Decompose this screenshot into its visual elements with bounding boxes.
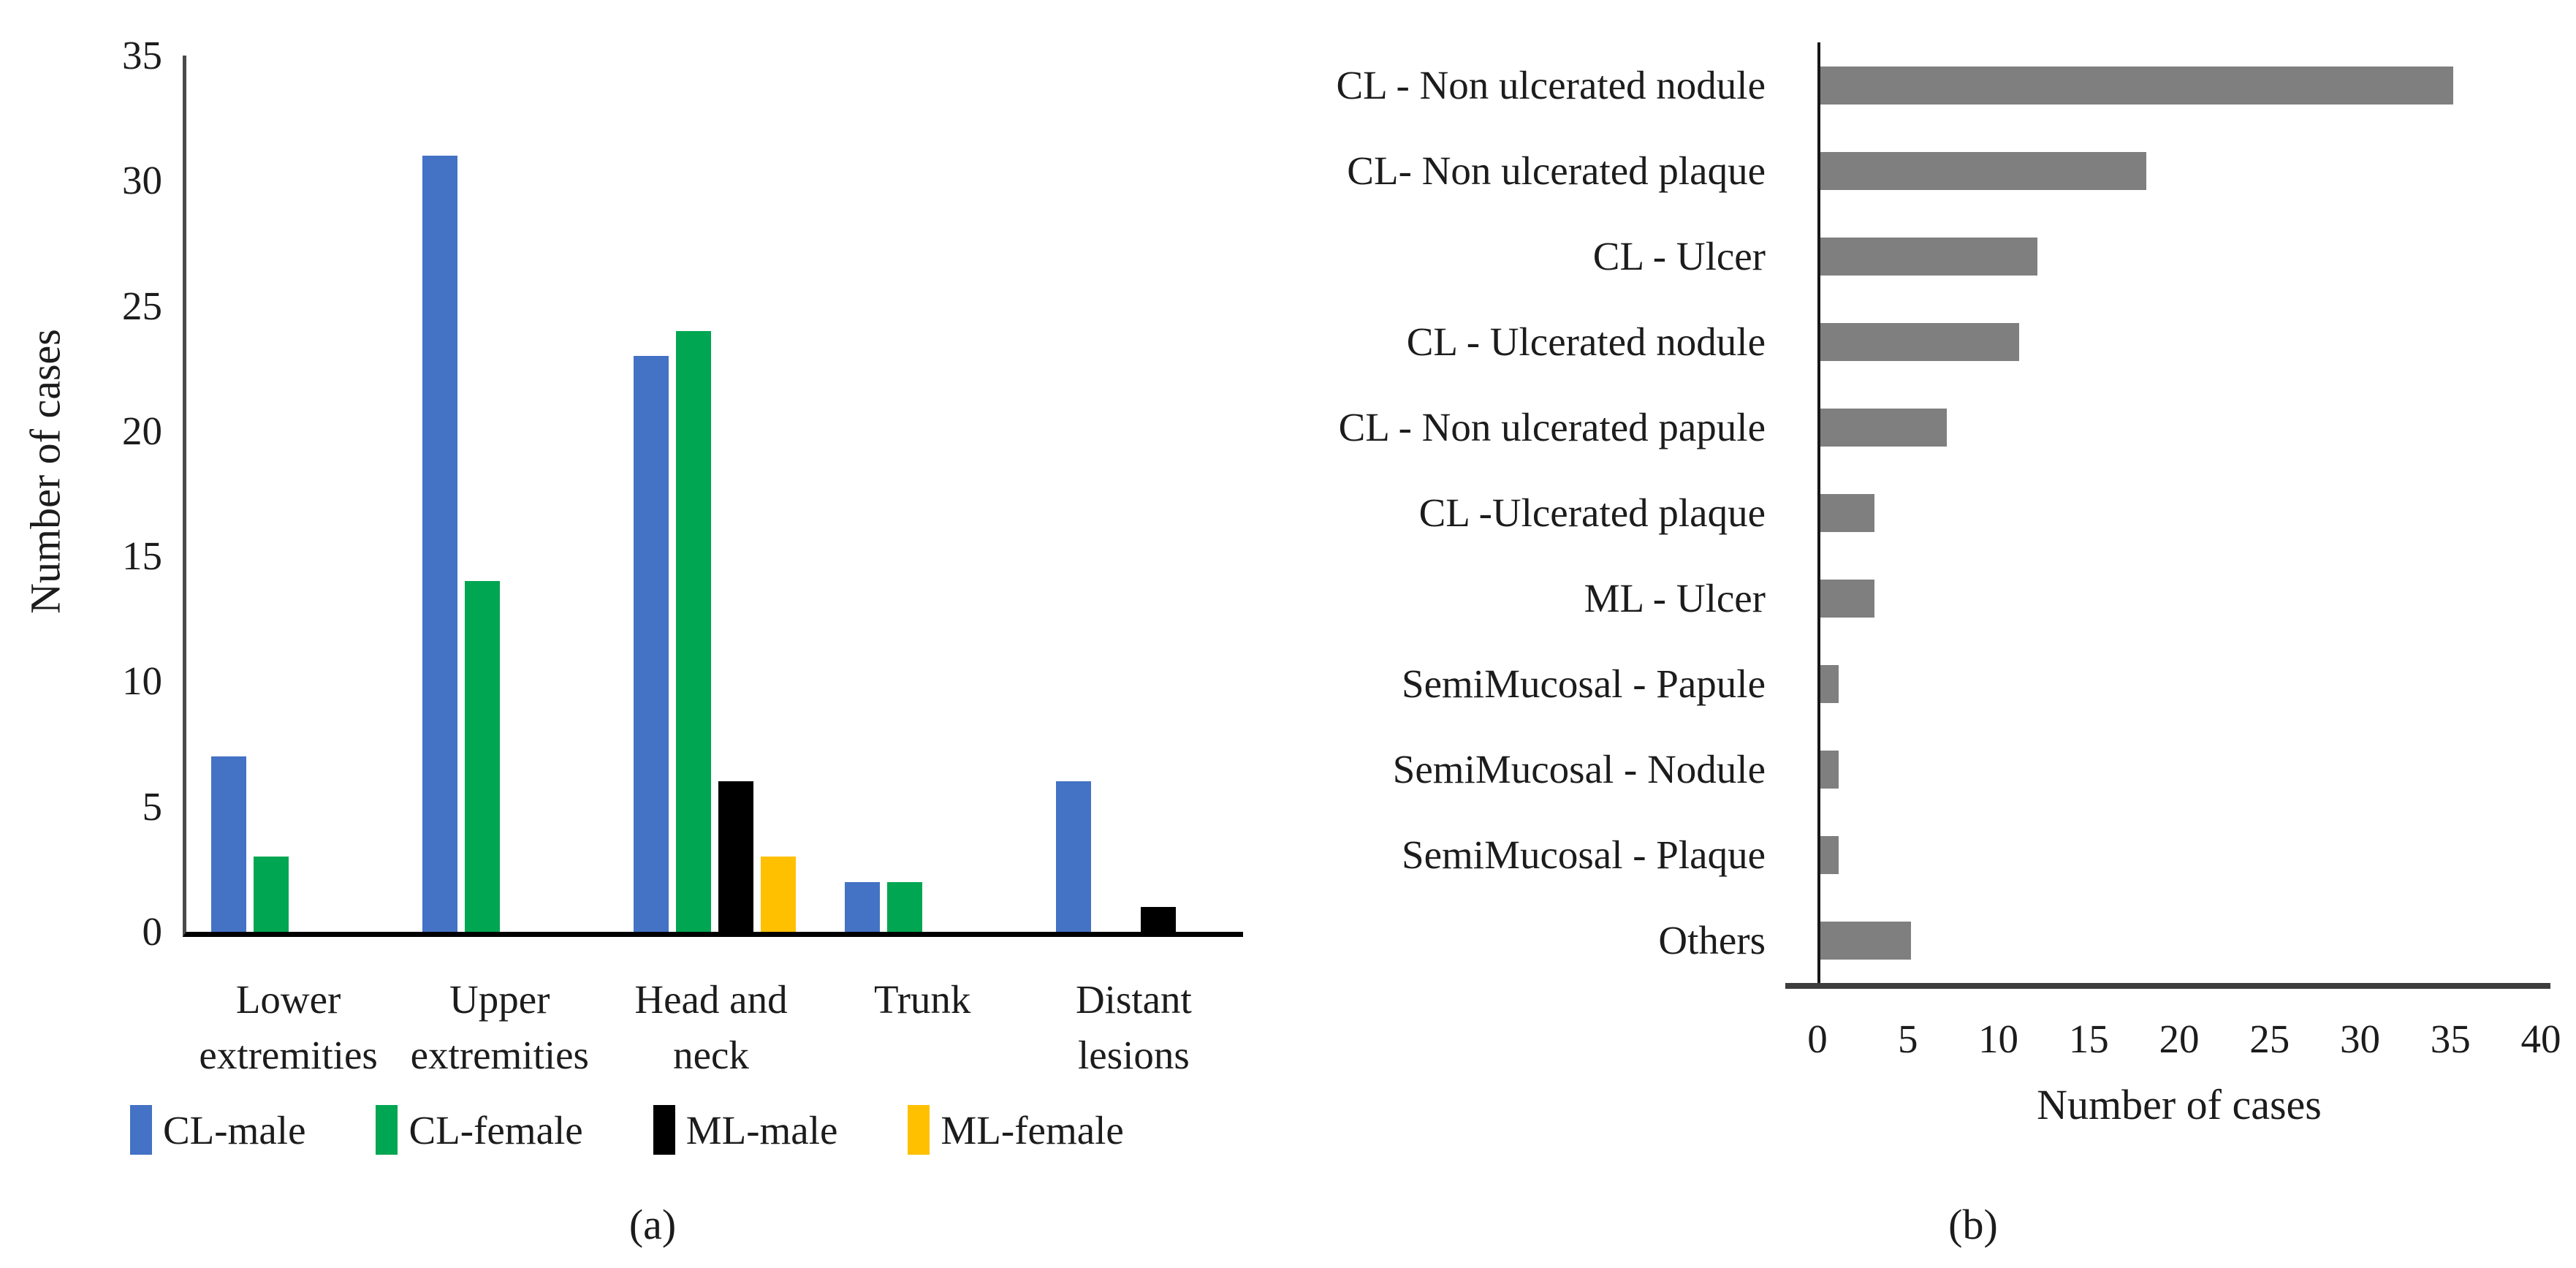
bar-cl-female-upper-extremities [464, 581, 500, 932]
panel-a-y-tick-label: 15 [122, 534, 162, 579]
panel-a-y-tick-label: 35 [122, 33, 162, 77]
bar-semimucosal-plaque [1820, 835, 1839, 874]
bar-others [1820, 921, 1911, 960]
legend-item-cl-female: CL-female [376, 1105, 583, 1155]
panel-b-x-tick-label: 15 [2068, 1017, 2109, 1061]
panel-b-category-semimucosal-nodule: SemiMucosal - Nodule [1392, 746, 1766, 791]
panel-b-x-tick-label: 0 [1807, 1017, 1828, 1061]
bar-cl-ulcerated-plaque [1820, 493, 1875, 532]
bar-cl-male-distant-lesions [1056, 781, 1092, 932]
panel-b-plot-area [1817, 42, 2553, 983]
legend-swatch-ml-female [908, 1105, 930, 1155]
panel-b-category-cl-ulcerated-plaque: CL -Ulcerated plaque [1418, 490, 1766, 535]
panel-a-category-distant-lesions: Distant lesions [1075, 977, 1192, 1077]
bar-ml-male-distant-lesions [1141, 906, 1177, 932]
panel-b-x-tick-label: 30 [2340, 1017, 2380, 1061]
panel-a-label: (a) [628, 1201, 677, 1248]
legend-label-ml-male: ML-male [685, 1107, 838, 1153]
panel-b-x-tick-label: 25 [2249, 1017, 2290, 1061]
bar-cl-ulcer [1820, 237, 2037, 276]
bar-ml-male-head-and-neck [718, 781, 753, 932]
legend-item-ml-female: ML-female [908, 1105, 1124, 1155]
bar-cl-non-ulcerated-plaque [1820, 151, 2146, 190]
bar-ml-ulcer [1820, 579, 1875, 618]
panel-a-plot-area [183, 56, 1243, 937]
legend-label-cl-female: CL-female [409, 1107, 583, 1153]
panel-a-y-tick-label: 25 [122, 283, 162, 328]
panel-b-category-cl-non-ulcerated-plaque: CL- Non ulcerated plaque [1347, 148, 1766, 193]
panel-a-category-lower-extremities: Lower extremities [199, 977, 378, 1077]
bar-cl-male-trunk [845, 881, 881, 932]
bar-cl-male-upper-extremities [422, 156, 457, 932]
panel-b-label: (b) [1948, 1201, 1998, 1248]
legend-swatch-cl-male [130, 1105, 152, 1155]
panel-a-category-trunk: Trunk [873, 977, 971, 1022]
bar-cl-female-trunk [887, 881, 923, 932]
panel-a-category-upper-extremities: Upper extremities [410, 977, 589, 1077]
panel-b-x-axis-title: Number of cases [2037, 1081, 2322, 1128]
panel-b-category-semimucosal-plaque: SemiMucosal - Plaque [1402, 832, 1766, 877]
legend-item-ml-male: ML-male [653, 1105, 838, 1155]
legend-label-ml-female: ML-female [941, 1107, 1124, 1153]
panel-b-category-cl-non-ulcerated-nodule: CL - Non ulcerated nodule [1336, 62, 1766, 107]
panel-b-x-axis-line [1785, 983, 2550, 989]
bar-cl-female-head-and-neck [676, 330, 711, 932]
bar-cl-ulcerated-nodule [1820, 322, 2020, 361]
bar-cl-male-lower-extremities [210, 756, 246, 932]
panel-b-category-cl-non-ulcerated-papule: CL - Non ulcerated papule [1338, 404, 1766, 449]
bar-cl-male-head-and-neck [634, 356, 669, 932]
panel-a-category-head-and-neck: Head and neck [634, 977, 788, 1077]
panel-a-y-tick-label: 20 [122, 408, 162, 453]
panel-a-y-tick-label: 5 [142, 783, 163, 829]
bar-ml-female-head-and-neck [761, 857, 796, 932]
bar-cl-non-ulcerated-nodule [1820, 66, 2454, 105]
panel-a-y-tick-label: 30 [122, 158, 162, 203]
panel-b-x-tick-label: 40 [2520, 1017, 2561, 1061]
panel-b-category-ml-ulcer: ML - Ulcer [1584, 575, 1766, 620]
legend-label-cl-male: CL-male [163, 1107, 306, 1153]
panel-a-y-tick-label: 0 [142, 909, 163, 954]
bar-semimucosal-nodule [1820, 750, 1839, 789]
panel-a-y-tick-label: 10 [122, 658, 162, 704]
bar-cl-female-lower-extremities [253, 857, 289, 932]
bar-semimucosal-papule [1820, 664, 1839, 703]
panel-a-legend: CL-male CL-female ML-male ML-female [130, 1105, 1124, 1155]
panel-b-category-others: Others [1658, 917, 1766, 963]
legend-item-cl-male: CL-male [130, 1105, 305, 1155]
panel-b-category-semimucosal-papule: SemiMucosal - Papule [1402, 661, 1766, 706]
legend-swatch-cl-female [376, 1105, 398, 1155]
legend-swatch-ml-male [653, 1105, 675, 1155]
panel-b-x-tick-label: 35 [2430, 1017, 2471, 1061]
panel-b-x-tick-label: 20 [2159, 1017, 2200, 1061]
panel-b-x-tick-label: 5 [1898, 1017, 1918, 1061]
panel-b-category-cl-ulcerated-nodule: CL - Ulcerated nodule [1406, 319, 1766, 364]
bar-cl-non-ulcerated-papule [1820, 408, 1948, 447]
panel-b-category-cl-ulcer: CL - Ulcer [1592, 233, 1766, 278]
panel-b-x-tick-label: 10 [1978, 1017, 2018, 1061]
